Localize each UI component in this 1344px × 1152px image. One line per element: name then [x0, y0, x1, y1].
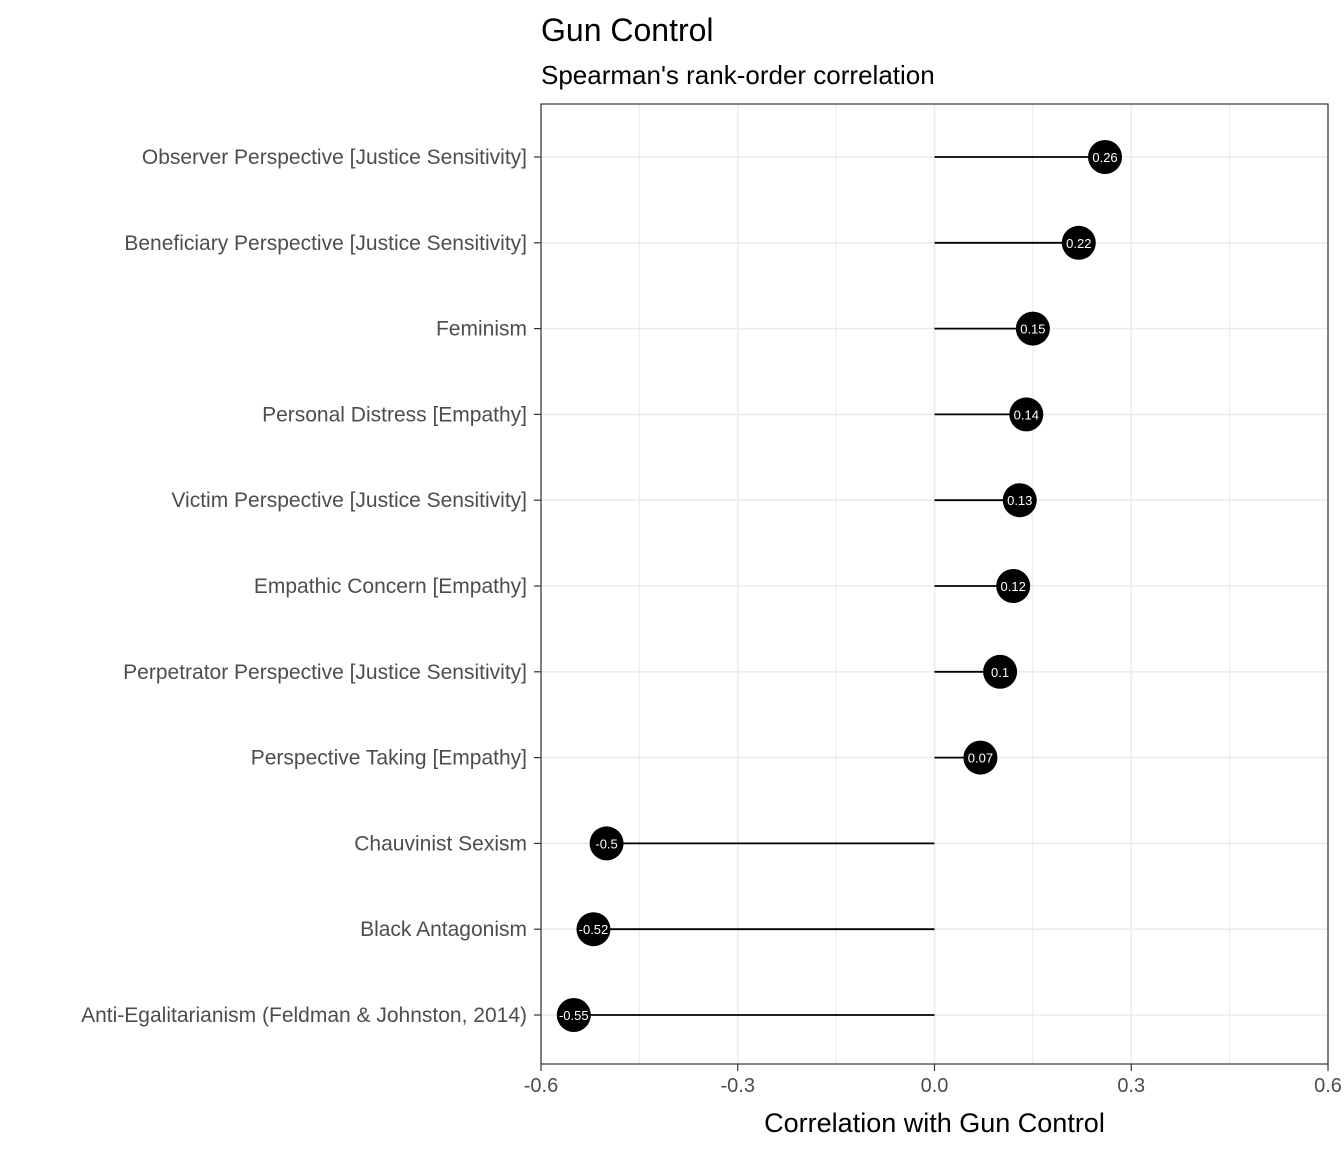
x-tick-label: 0.6 — [1314, 1075, 1342, 1097]
lollipop-point — [556, 998, 591, 1032]
data-label: 0.13 — [1007, 493, 1032, 508]
lollipop-point — [1009, 397, 1044, 432]
lollipop-point — [1061, 225, 1096, 260]
data-label: 0.1 — [991, 665, 1009, 680]
x-axis-ticks: -0.6 -0.3 0.0 0.3 0.6 — [524, 1064, 1342, 1097]
data-label: -0.5 — [595, 836, 617, 851]
lollipop-point — [576, 912, 611, 947]
data-label: 0.15 — [1020, 322, 1045, 337]
lollipop-point — [1088, 140, 1123, 174]
panel-border — [540, 103, 1329, 1065]
y-category-label: Beneficiary Perspective [Justice Sensiti… — [124, 232, 527, 255]
lollipop-point — [1002, 483, 1037, 518]
grid-lines — [540, 104, 1329, 1064]
x-axis-label: Correlation with Gun Control — [764, 1108, 1105, 1138]
lollipop-point — [996, 569, 1031, 603]
y-category-label: Feminism — [436, 318, 527, 341]
lollipop-point — [1015, 311, 1050, 346]
data-label: 0.26 — [1092, 150, 1117, 165]
lollipop-points: 0.26 0.22 0.15 0.14 0.13 0.12 0.1 0.07 -0.5 -0.52… — [556, 140, 1123, 1032]
data-label: 0.12 — [1001, 579, 1026, 594]
y-category-label: Empathic Concern [Empathy] — [254, 575, 527, 598]
y-axis-labels: Observer Perspective [Justice Sensitivit… — [81, 146, 541, 1027]
chart-subtitle: Spearman's rank-order correlation — [541, 60, 935, 90]
lollipop-point — [983, 654, 1018, 689]
y-category-label: Victim Perspective [Justice Sensitivity] — [171, 489, 527, 512]
x-tick-label: 0.3 — [1117, 1075, 1145, 1097]
x-tick-label: 0.0 — [921, 1075, 949, 1097]
x-tick-label: -0.3 — [721, 1075, 755, 1097]
y-category-label: Perspective Taking [Empathy] — [251, 747, 527, 770]
y-category-label: Black Antagonism — [360, 918, 527, 941]
lollipop-point — [589, 826, 624, 861]
x-tick-label: -0.6 — [524, 1075, 558, 1097]
chart-title: Gun Control — [541, 12, 714, 48]
y-category-label: Anti-Egalitarianism (Feldman & Johnston,… — [81, 1004, 527, 1027]
y-category-label: Perpetrator Perspective [Justice Sensiti… — [123, 661, 527, 684]
y-category-label: Observer Perspective [Justice Sensitivit… — [142, 146, 527, 169]
data-label: 0.07 — [968, 751, 993, 766]
data-label: -0.52 — [579, 922, 609, 937]
data-label: 0.22 — [1066, 236, 1091, 251]
data-label: 0.14 — [1014, 407, 1039, 422]
y-category-label: Chauvinist Sexism — [354, 832, 527, 855]
data-label: -0.55 — [559, 1008, 589, 1023]
y-category-label: Personal Distress [Empathy] — [262, 403, 527, 426]
lollipop-point — [963, 740, 998, 775]
